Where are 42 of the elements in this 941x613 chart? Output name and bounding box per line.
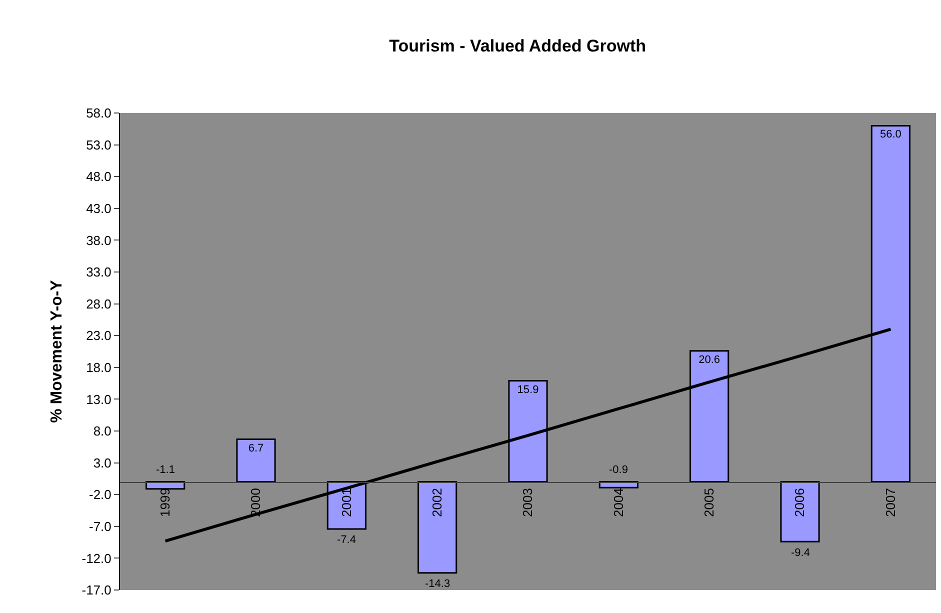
bar: [418, 481, 458, 574]
data-label: -0.9: [609, 464, 628, 476]
x-tick-label: 2001: [338, 488, 354, 517]
chart-title: Tourism - Valued Added Growth: [389, 36, 646, 56]
data-label: 56.0: [880, 128, 902, 141]
y-tick-label: 43.0: [86, 200, 112, 216]
bar: [236, 438, 276, 483]
data-label: -7.4: [337, 534, 356, 546]
data-label: -14.3: [425, 578, 450, 590]
y-tick-label: -7.0: [88, 518, 112, 534]
x-tick-label: 1999: [158, 488, 173, 517]
y-tick-label: 8.0: [93, 424, 112, 439]
y-tick-label: -2.0: [88, 487, 112, 502]
y-tick-label: 38.0: [86, 232, 112, 248]
x-tick-label: 2007: [882, 488, 898, 517]
bar: [508, 380, 548, 483]
bar: [690, 350, 730, 483]
bar: [598, 481, 638, 488]
x-tick-label: 2005: [702, 488, 717, 517]
data-label: -9.4: [791, 547, 810, 559]
y-axis-title: % Movement Y-o-Y: [48, 280, 66, 423]
bar: [146, 481, 186, 490]
y-tick-label: -12.0: [82, 550, 112, 566]
y-tick-label: 58.0: [86, 106, 112, 121]
y-tick-label: 3.0: [93, 455, 112, 470]
y-tick-label: 53.0: [86, 137, 112, 152]
y-tick-label: 13.0: [86, 392, 112, 407]
y-tick-label: 33.0: [86, 264, 112, 280]
data-label: 15.9: [517, 384, 539, 396]
bar: [780, 481, 820, 542]
x-tick-label: 2003: [520, 488, 536, 517]
y-tick-label: 18.0: [86, 360, 112, 375]
data-label: 6.7: [248, 442, 264, 454]
y-tick-label: 28.0: [86, 296, 112, 312]
data-label: -1.1: [156, 464, 175, 476]
x-tick-label: 2002: [430, 488, 445, 517]
data-label: 20.6: [698, 354, 720, 366]
y-tick-label: -17.0: [82, 582, 112, 598]
y-tick-label: 23.0: [86, 328, 112, 344]
x-tick-label: 2004: [610, 488, 626, 517]
x-tick-label: 2006: [792, 488, 808, 517]
y-tick-label: 48.0: [86, 169, 112, 184]
